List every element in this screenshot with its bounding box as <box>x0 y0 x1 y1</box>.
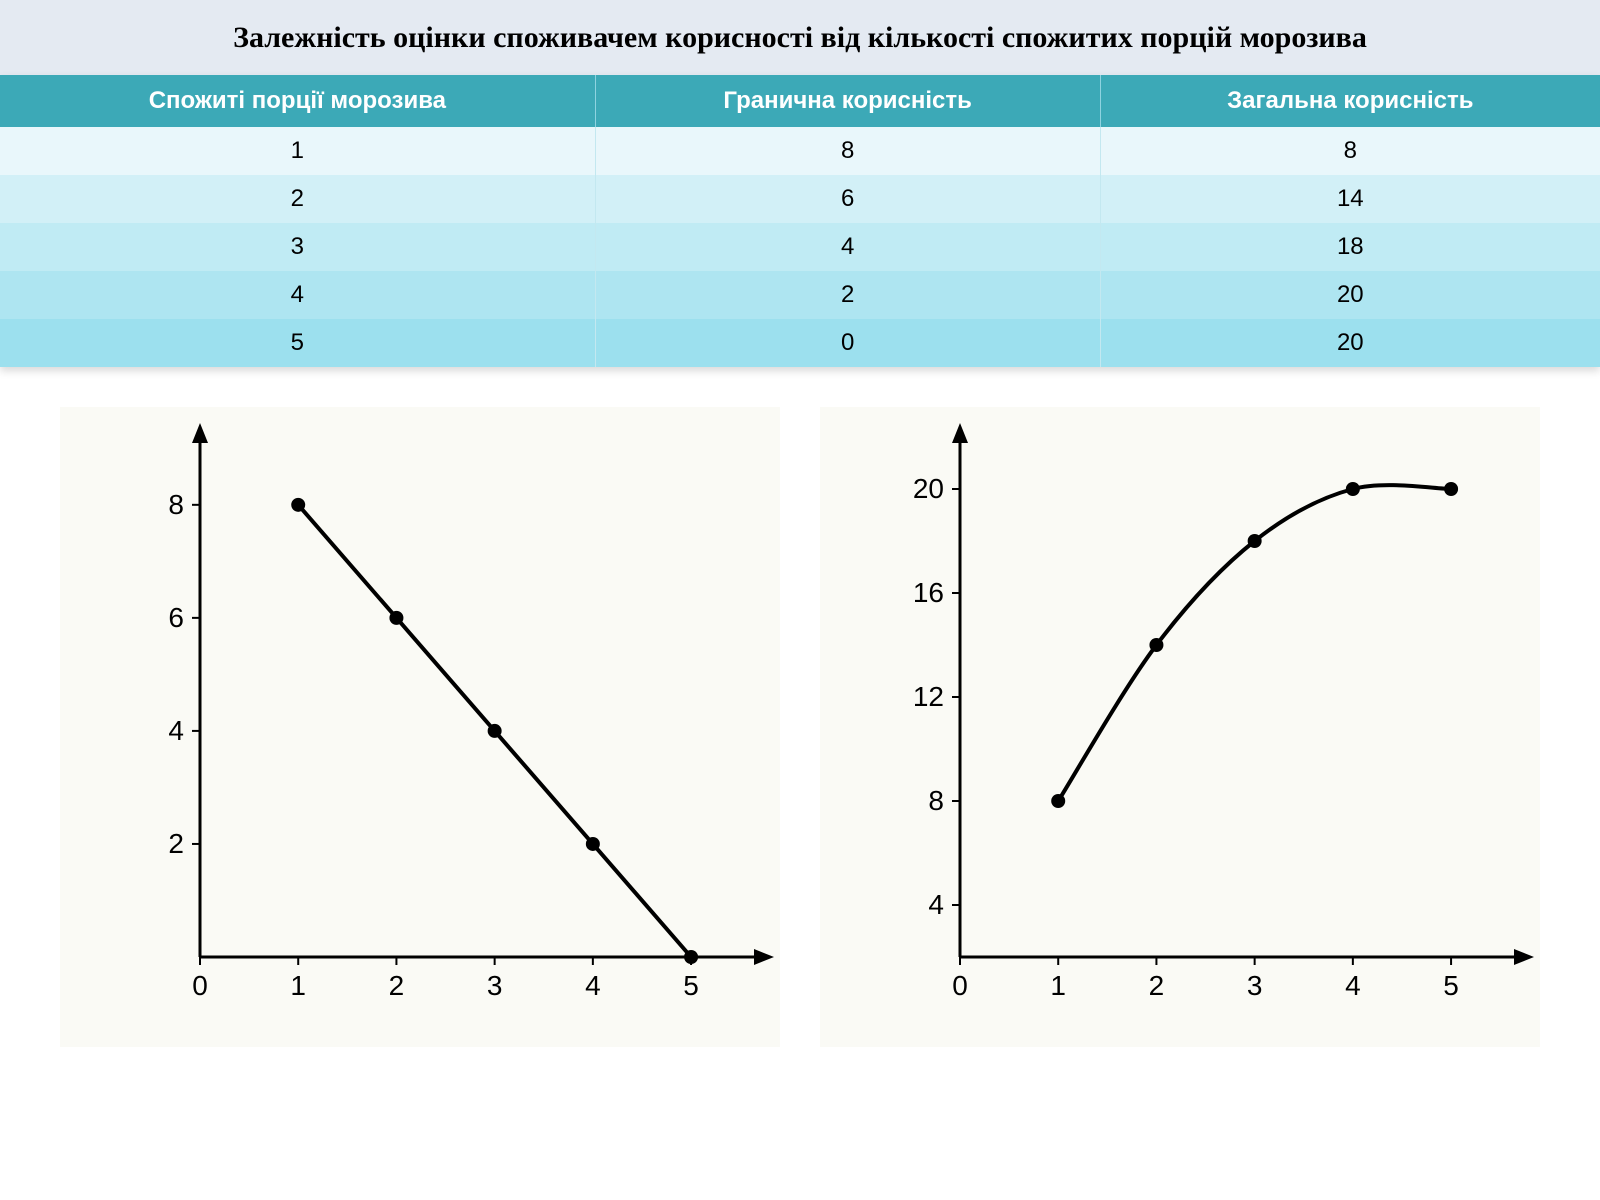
chart-svg: 0 1 2 3 4 5 2 4 6 8 <box>60 407 780 1047</box>
svg-text:2: 2 <box>389 970 405 1001</box>
svg-text:1: 1 <box>290 970 306 1001</box>
table-row: 5 0 20 <box>0 319 1600 367</box>
svg-text:16: 16 <box>913 577 944 608</box>
table-row: 1 8 8 <box>0 127 1600 175</box>
svg-text:8: 8 <box>928 785 944 816</box>
charts-row: Гранична корисність порції морозива Порц… <box>0 407 1600 1047</box>
svg-text:6: 6 <box>168 602 184 633</box>
cell: 0 <box>595 319 1100 367</box>
svg-text:3: 3 <box>1247 970 1263 1001</box>
table-row: 3 4 18 <box>0 223 1600 271</box>
cell: 4 <box>0 271 595 319</box>
col-header-marginal: Гранична корисність <box>595 75 1100 127</box>
cell: 18 <box>1100 223 1600 271</box>
cell: 2 <box>0 175 595 223</box>
total-utility-chart: Загальна корисність порцій морозива Кіль… <box>820 407 1540 1047</box>
svg-text:1: 1 <box>1050 970 1066 1001</box>
utility-table: Спожиті порції морозива Гранична корисні… <box>0 75 1600 367</box>
svg-text:4: 4 <box>928 889 944 920</box>
cell: 4 <box>595 223 1100 271</box>
svg-text:4: 4 <box>168 715 184 746</box>
cell: 8 <box>595 127 1100 175</box>
svg-text:4: 4 <box>585 970 601 1001</box>
svg-text:4: 4 <box>1345 970 1361 1001</box>
page-title: Залежність оцінки споживачем корисності … <box>0 0 1600 75</box>
utility-table-wrap: Спожиті порції морозива Гранична корисні… <box>0 75 1600 367</box>
svg-text:8: 8 <box>168 489 184 520</box>
cell: 1 <box>0 127 595 175</box>
cell: 14 <box>1100 175 1600 223</box>
chart-svg: 01234548121620 <box>820 407 1540 1047</box>
cell: 20 <box>1100 319 1600 367</box>
cell: 8 <box>1100 127 1600 175</box>
cell: 5 <box>0 319 595 367</box>
svg-text:2: 2 <box>1149 970 1165 1001</box>
svg-text:0: 0 <box>952 970 968 1001</box>
svg-text:0: 0 <box>192 970 208 1001</box>
marginal-utility-chart: Гранична корисність порції морозива Порц… <box>60 407 780 1047</box>
svg-text:2: 2 <box>168 828 184 859</box>
cell: 3 <box>0 223 595 271</box>
col-header-portions: Спожиті порції морозива <box>0 75 595 127</box>
table-row: 4 2 20 <box>0 271 1600 319</box>
svg-text:5: 5 <box>683 970 699 1001</box>
table-header-row: Спожиті порції морозива Гранична корисні… <box>0 75 1600 127</box>
cell: 2 <box>595 271 1100 319</box>
svg-text:20: 20 <box>913 473 944 504</box>
cell: 20 <box>1100 271 1600 319</box>
table-row: 2 6 14 <box>0 175 1600 223</box>
cell: 6 <box>595 175 1100 223</box>
col-header-total: Загальна корисність <box>1100 75 1600 127</box>
svg-text:5: 5 <box>1443 970 1459 1001</box>
svg-text:3: 3 <box>487 970 503 1001</box>
table-body: 1 8 8 2 6 14 3 4 18 4 2 20 5 0 2 <box>0 127 1600 367</box>
svg-text:12: 12 <box>913 681 944 712</box>
